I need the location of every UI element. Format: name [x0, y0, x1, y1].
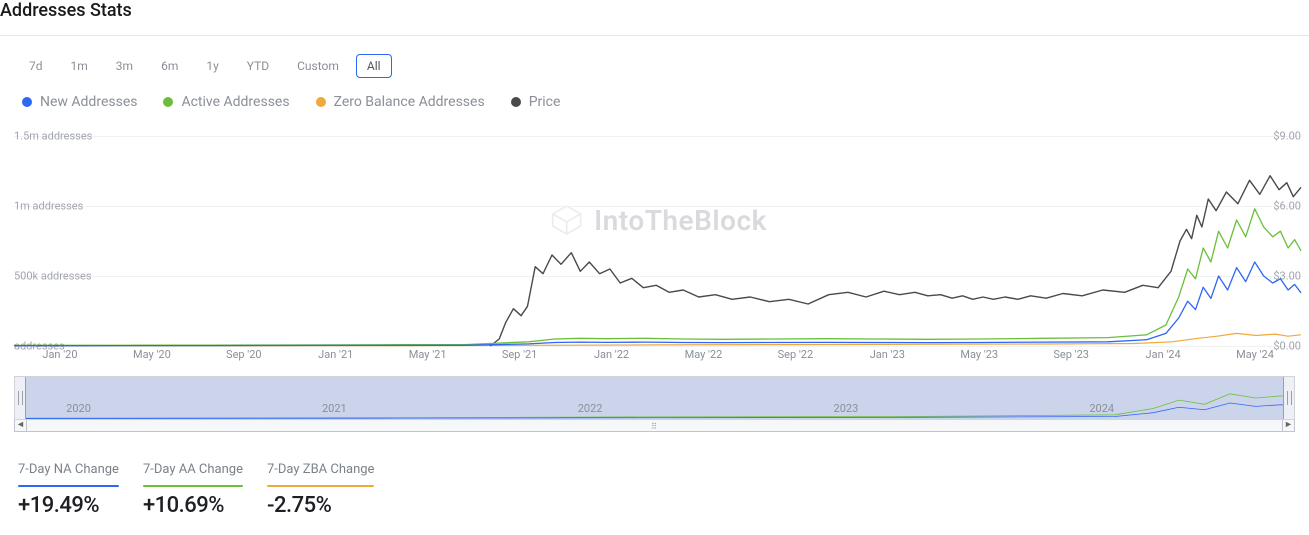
legend-dot-zero — [316, 97, 326, 107]
main-chart[interactable]: IntoTheBlock 1.5m addresses1m addresses5… — [14, 136, 1301, 346]
stat-label: 7-Day AA Change — [143, 462, 243, 481]
stat-block: 7-Day NA Change +19.49% — [18, 462, 119, 518]
brush-year-label: 2020 — [66, 402, 91, 415]
range-btn-all[interactable]: All — [356, 54, 392, 78]
time-range-controls: 7d1m3m6m1y YTDCustomAll — [0, 36, 1309, 88]
range-btn-3m[interactable]: 3m — [105, 54, 144, 78]
xtick: Jan '21 — [318, 348, 353, 361]
stat-block: 7-Day ZBA Change -2.75% — [267, 462, 374, 518]
xtick: Sep '22 — [778, 348, 814, 361]
scroll-left-icon[interactable]: ◄ — [15, 420, 27, 431]
legend-item-new[interactable]: New Addresses — [22, 94, 137, 110]
legend-item-zero[interactable]: Zero Balance Addresses — [316, 94, 485, 110]
xtick: Jan '20 — [42, 348, 77, 361]
range-btn-6m[interactable]: 6m — [150, 54, 189, 78]
scroll-right-icon[interactable]: ► — [1282, 420, 1294, 431]
xtick: May '21 — [409, 348, 447, 361]
stat-value: -2.75% — [267, 493, 374, 518]
xtick: Jan '24 — [1146, 348, 1181, 361]
time-brush[interactable]: 2020 2021 2022 2023 2024 — [14, 376, 1295, 420]
xtick: May '22 — [685, 348, 723, 361]
stat-value: +10.69% — [143, 493, 243, 518]
panel-header: Addresses Stats — [0, 0, 1309, 36]
xtick: Jan '23 — [870, 348, 905, 361]
stat-underline — [267, 485, 374, 487]
stat-underline — [143, 485, 243, 487]
xtick: Jan '22 — [594, 348, 629, 361]
stat-value: +19.49% — [18, 493, 119, 518]
stat-block: 7-Day AA Change +10.69% — [143, 462, 243, 518]
brush-scrollbar[interactable]: ◄ ⠿ ► — [14, 420, 1295, 432]
xtick: Sep '20 — [226, 348, 262, 361]
brush-year-label: 2024 — [1089, 402, 1114, 415]
xtick: May '23 — [960, 348, 998, 361]
legend-dot-new — [22, 97, 32, 107]
stat-label: 7-Day NA Change — [18, 462, 119, 481]
legend-label-price: Price — [529, 94, 561, 110]
chart-legend: New Addresses Active Addresses Zero Balanc… — [0, 88, 1309, 116]
brush-year-label: 2023 — [834, 402, 859, 415]
brush-year-label: 2022 — [578, 402, 603, 415]
brush-handle-left[interactable] — [14, 376, 26, 420]
brush-handle-right[interactable] — [1283, 376, 1295, 420]
range-btn-1m[interactable]: 1m — [60, 54, 99, 78]
series-zero — [14, 333, 1301, 346]
scroll-knob[interactable]: ⠿ — [651, 422, 658, 431]
range-btn-ytd[interactable]: YTD — [236, 54, 280, 78]
series-new — [14, 262, 1301, 346]
xtick: May '20 — [133, 348, 171, 361]
xtick: Sep '23 — [1053, 348, 1089, 361]
stat-underline — [18, 485, 119, 487]
brush-year-label: 2021 — [322, 402, 347, 415]
chart-lines — [14, 136, 1301, 346]
range-btn-1y[interactable]: 1y — [195, 54, 229, 78]
legend-dot-active — [163, 97, 173, 107]
series-price — [490, 176, 1301, 346]
chart-x-axis: Jan '20 May '20 Sep '20 Jan '21 May '21 Sep '… — [14, 346, 1301, 362]
panel-title: Addresses Stats — [0, 0, 1309, 21]
legend-item-price[interactable]: Price — [511, 94, 561, 110]
range-btn-7d[interactable]: 7d — [18, 54, 54, 78]
change-stats: 7-Day NA Change +19.49% 7-Day AA Change +10… — [0, 432, 1309, 518]
xtick: May '24 — [1236, 348, 1274, 361]
legend-label-active: Active Addresses — [181, 94, 289, 110]
legend-item-active[interactable]: Active Addresses — [163, 94, 289, 110]
series-active — [14, 209, 1301, 346]
legend-label-zero: Zero Balance Addresses — [334, 94, 485, 110]
range-btn-custom[interactable]: Custom — [286, 54, 350, 78]
legend-dot-price — [511, 97, 521, 107]
stat-label: 7-Day ZBA Change — [267, 462, 374, 481]
xtick: Sep '21 — [502, 348, 538, 361]
legend-label-new: New Addresses — [40, 94, 137, 110]
